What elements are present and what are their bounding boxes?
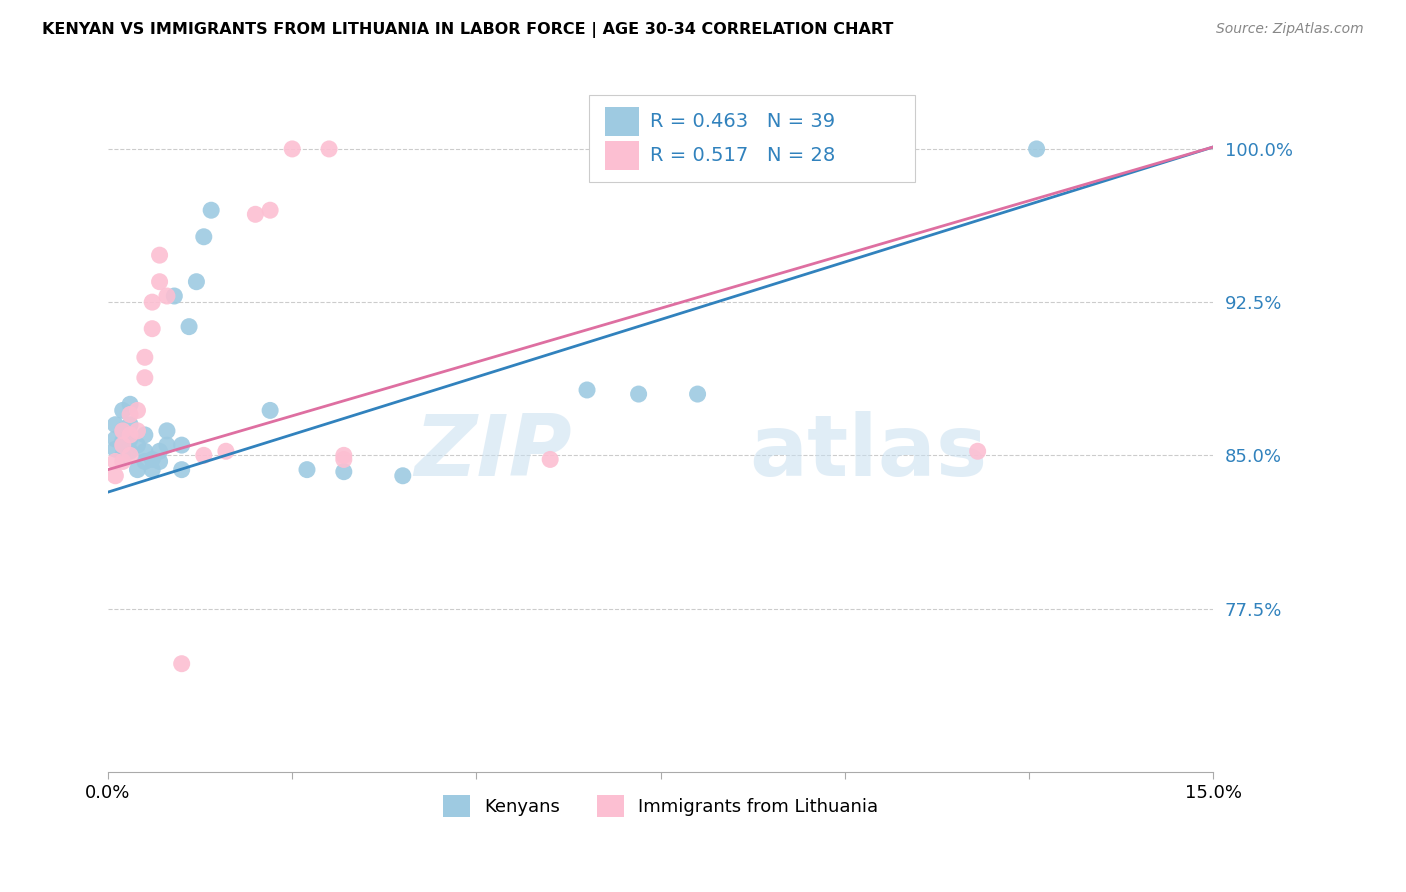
Point bbox=[111, 448, 134, 462]
Point bbox=[148, 454, 170, 468]
Text: R = 0.517   N = 28: R = 0.517 N = 28 bbox=[650, 145, 835, 165]
Point bbox=[134, 351, 156, 365]
Point bbox=[127, 403, 149, 417]
Point bbox=[127, 424, 149, 438]
Text: KENYAN VS IMMIGRANTS FROM LITHUANIA IN LABOR FORCE | AGE 30-34 CORRELATION CHART: KENYAN VS IMMIGRANTS FROM LITHUANIA IN L… bbox=[42, 22, 894, 38]
Point bbox=[120, 428, 142, 442]
Point bbox=[127, 463, 149, 477]
Point bbox=[104, 417, 127, 432]
Point bbox=[215, 444, 238, 458]
Point bbox=[295, 463, 318, 477]
Point bbox=[141, 463, 163, 477]
Point bbox=[134, 370, 156, 384]
Point bbox=[391, 468, 413, 483]
Point bbox=[156, 438, 179, 452]
FancyBboxPatch shape bbox=[589, 95, 915, 182]
Point bbox=[966, 444, 988, 458]
Point bbox=[281, 142, 304, 156]
Point bbox=[148, 275, 170, 289]
Point bbox=[156, 424, 179, 438]
Text: ZIP: ZIP bbox=[415, 411, 572, 494]
Text: R = 0.463   N = 39: R = 0.463 N = 39 bbox=[650, 112, 835, 131]
FancyBboxPatch shape bbox=[606, 107, 638, 136]
Point bbox=[111, 438, 134, 452]
Point bbox=[111, 424, 134, 438]
Point bbox=[333, 465, 356, 479]
Point bbox=[538, 452, 561, 467]
Point bbox=[104, 454, 127, 468]
Point bbox=[686, 387, 709, 401]
Point bbox=[193, 448, 215, 462]
Point bbox=[120, 444, 142, 458]
Point bbox=[259, 203, 281, 218]
Point bbox=[141, 295, 163, 310]
FancyBboxPatch shape bbox=[606, 141, 638, 169]
Point bbox=[200, 203, 222, 218]
Point bbox=[775, 142, 797, 156]
Point bbox=[134, 444, 156, 458]
Point bbox=[245, 207, 267, 221]
Point bbox=[576, 383, 599, 397]
Point bbox=[111, 434, 134, 448]
Point bbox=[259, 403, 281, 417]
Point bbox=[120, 448, 142, 462]
Point bbox=[333, 448, 356, 462]
Point bbox=[104, 432, 127, 446]
Point bbox=[111, 454, 134, 468]
Point bbox=[111, 403, 134, 417]
Point bbox=[318, 142, 340, 156]
Point bbox=[170, 438, 193, 452]
Point bbox=[104, 442, 127, 457]
Point bbox=[120, 408, 142, 422]
Point bbox=[186, 275, 208, 289]
Text: atlas: atlas bbox=[749, 411, 987, 494]
Point bbox=[170, 463, 193, 477]
Point bbox=[163, 289, 186, 303]
Point bbox=[156, 289, 179, 303]
Point bbox=[120, 417, 142, 432]
Point bbox=[627, 387, 650, 401]
Point bbox=[177, 319, 200, 334]
Legend: Kenyans, Immigrants from Lithuania: Kenyans, Immigrants from Lithuania bbox=[436, 788, 886, 824]
Point bbox=[848, 142, 870, 156]
Point bbox=[141, 321, 163, 335]
Point bbox=[141, 452, 163, 467]
Point bbox=[127, 438, 149, 452]
Point bbox=[120, 397, 142, 411]
Point bbox=[134, 428, 156, 442]
Point bbox=[111, 424, 134, 438]
Point bbox=[1025, 142, 1047, 156]
Point bbox=[148, 444, 170, 458]
Point bbox=[134, 454, 156, 468]
Point bbox=[193, 229, 215, 244]
Text: Source: ZipAtlas.com: Source: ZipAtlas.com bbox=[1216, 22, 1364, 37]
Point bbox=[104, 468, 127, 483]
Point bbox=[333, 452, 356, 467]
Point bbox=[170, 657, 193, 671]
Point bbox=[148, 248, 170, 262]
Point bbox=[120, 432, 142, 446]
